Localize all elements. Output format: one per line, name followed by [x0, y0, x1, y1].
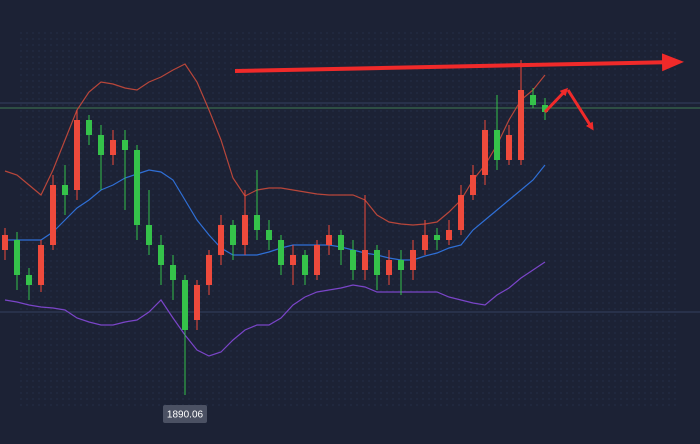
candle-body — [470, 175, 476, 195]
candle-body — [50, 185, 56, 245]
candle-body — [242, 215, 248, 245]
band-line — [4, 261, 546, 357]
candle-body — [206, 255, 212, 285]
candle-body — [158, 245, 164, 265]
candle-body — [110, 140, 116, 155]
candle-body — [194, 285, 200, 320]
world-map-texture — [20, 30, 680, 410]
candle-body — [386, 260, 392, 275]
candle-body — [86, 120, 92, 135]
candle-body — [290, 255, 296, 265]
down-arrow — [566, 89, 594, 131]
candle-body — [542, 105, 548, 112]
candle-body — [62, 185, 68, 195]
candle-body — [434, 235, 440, 240]
candle-body — [122, 140, 128, 150]
candle-body — [326, 235, 332, 245]
band-line — [4, 63, 546, 226]
candle-body — [134, 150, 140, 225]
trend-arrow — [234, 53, 684, 73]
candle-body — [362, 250, 368, 270]
candle-body — [182, 280, 188, 330]
up-arrow — [543, 87, 569, 114]
candle-body — [230, 225, 236, 245]
candle-body — [2, 235, 8, 250]
candle-body — [278, 240, 284, 265]
candle-body — [254, 215, 260, 230]
candle-body — [350, 250, 356, 270]
candle-body — [218, 225, 224, 255]
price-label: 1890.06 — [167, 410, 204, 421]
candle-body — [74, 120, 80, 190]
candle-body — [458, 195, 464, 230]
candle-body — [26, 275, 32, 285]
candle-body — [446, 230, 452, 240]
candle-body — [170, 265, 176, 280]
candle-body — [494, 130, 500, 160]
candle-body — [146, 225, 152, 245]
candle-body — [338, 235, 344, 250]
candle-body — [374, 250, 380, 275]
candle-body — [422, 235, 428, 250]
candle-body — [518, 90, 524, 160]
candle-body — [302, 255, 308, 275]
candle-body — [398, 260, 404, 270]
annotation-arrows — [234, 53, 684, 131]
candle-body — [266, 230, 272, 240]
candle-body — [38, 245, 44, 285]
candle-body — [314, 245, 320, 275]
band-line — [5, 164, 546, 261]
candle-body — [14, 240, 20, 275]
plot-area: 1890.06 — [2, 60, 548, 423]
grid — [0, 102, 700, 313]
candle-body — [410, 250, 416, 270]
candle-body — [98, 135, 104, 155]
candle-body — [530, 95, 536, 105]
candle-body — [506, 135, 512, 160]
price-label-box — [163, 405, 207, 423]
candle-body — [482, 130, 488, 175]
